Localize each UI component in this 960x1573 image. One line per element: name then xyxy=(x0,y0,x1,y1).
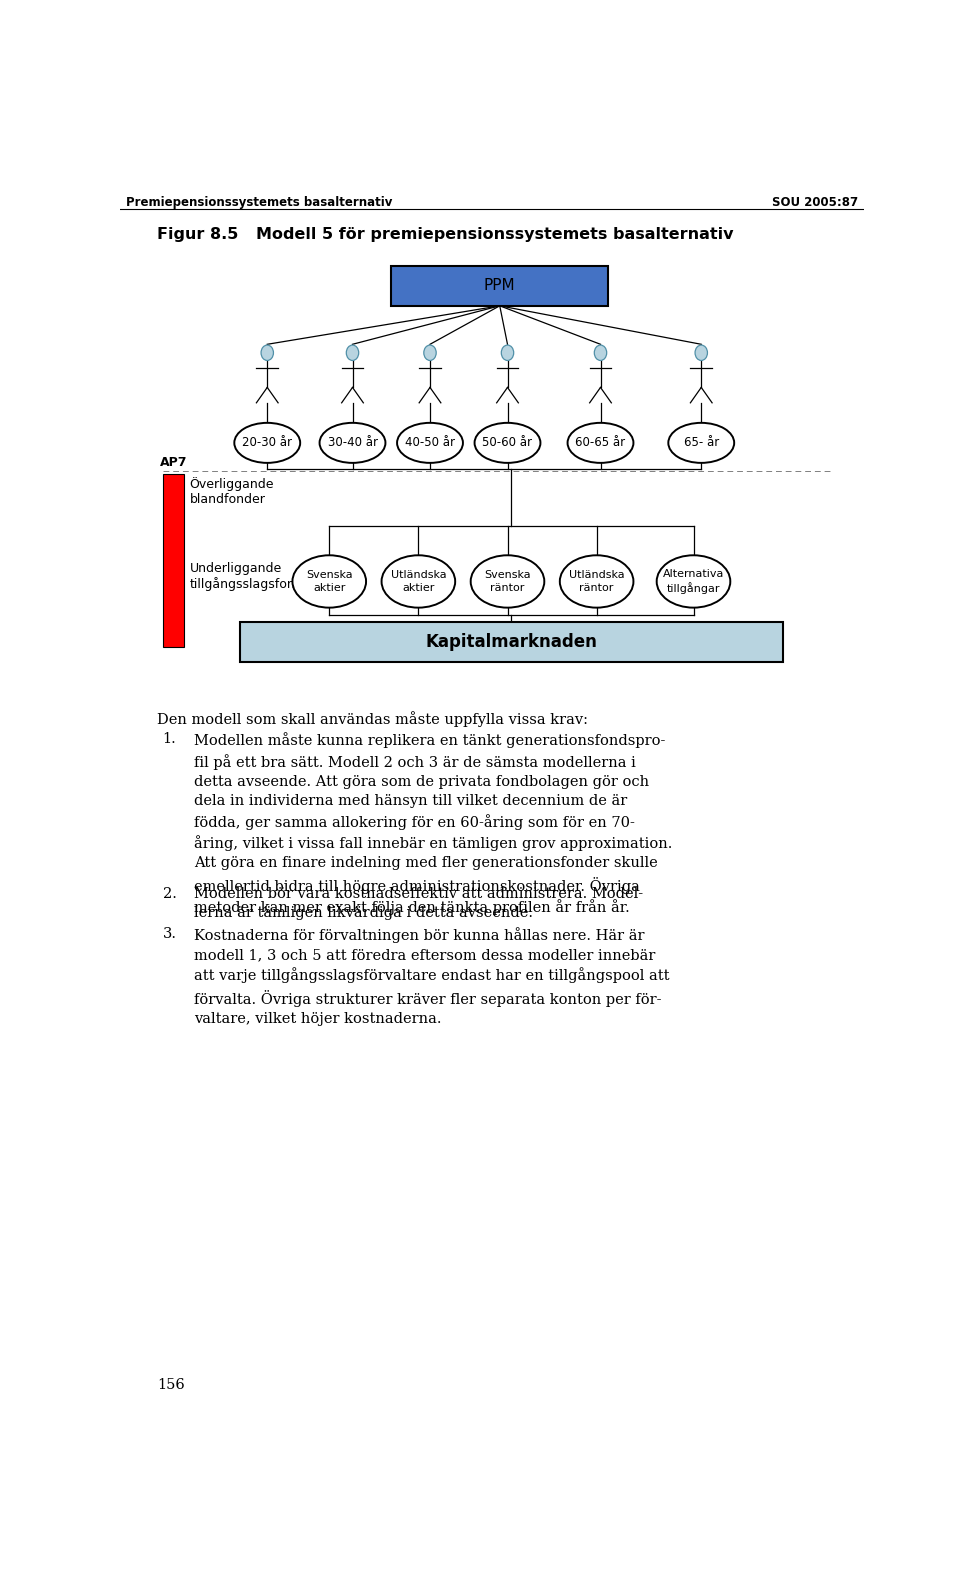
Ellipse shape xyxy=(293,555,366,607)
Ellipse shape xyxy=(234,423,300,462)
Text: 156: 156 xyxy=(157,1378,185,1392)
Ellipse shape xyxy=(474,423,540,462)
Text: SOU 2005:87: SOU 2005:87 xyxy=(772,197,858,209)
Text: Underliggande
tillgångsslagsfonder: Underliggande tillgångsslagsfonder xyxy=(190,562,317,591)
Text: 40-50 år: 40-50 år xyxy=(405,436,455,450)
Ellipse shape xyxy=(261,344,274,360)
Ellipse shape xyxy=(397,423,463,462)
Ellipse shape xyxy=(381,555,455,607)
Ellipse shape xyxy=(560,555,634,607)
Text: 50-60 år: 50-60 år xyxy=(483,436,533,450)
Text: Premiepensionssystemets basalternativ: Premiepensionssystemets basalternativ xyxy=(126,197,393,209)
Ellipse shape xyxy=(594,344,607,360)
Text: 65- år: 65- år xyxy=(684,436,719,450)
FancyBboxPatch shape xyxy=(392,266,609,305)
Text: AP7: AP7 xyxy=(159,456,187,469)
Text: Svenska
aktier: Svenska aktier xyxy=(306,571,352,593)
Text: 2.: 2. xyxy=(162,887,177,901)
Text: Modell 5 för premiepensionssystemets basalternativ: Modell 5 för premiepensionssystemets bas… xyxy=(255,227,733,242)
Ellipse shape xyxy=(320,423,385,462)
Text: Modellen bör vara kostnadseffektiv att administrera. Model-
lerna är tämligen li: Modellen bör vara kostnadseffektiv att a… xyxy=(194,887,643,920)
Text: 20-30 år: 20-30 år xyxy=(242,436,292,450)
Text: Alternativa
tillgångar: Alternativa tillgångar xyxy=(662,569,724,595)
Text: Modellen måste kunna replikera en tänkt generationsfondspro-
fil på ett bra sätt: Modellen måste kunna replikera en tänkt … xyxy=(194,733,672,915)
FancyBboxPatch shape xyxy=(240,621,782,662)
Text: Utländska
aktier: Utländska aktier xyxy=(391,571,446,593)
Text: Kapitalmarknaden: Kapitalmarknaden xyxy=(425,632,597,651)
Text: 30-40 år: 30-40 år xyxy=(327,436,377,450)
Text: Utländska
räntor: Utländska räntor xyxy=(569,571,624,593)
Text: Svenska
räntor: Svenska räntor xyxy=(484,571,531,593)
Ellipse shape xyxy=(501,344,514,360)
Text: Figur 8.5: Figur 8.5 xyxy=(157,227,239,242)
Text: 60-65 år: 60-65 år xyxy=(575,436,626,450)
Ellipse shape xyxy=(695,344,708,360)
Ellipse shape xyxy=(470,555,544,607)
Ellipse shape xyxy=(657,555,731,607)
Ellipse shape xyxy=(668,423,734,462)
Text: Den modell som skall användas måste uppfylla vissa krav:: Den modell som skall användas måste uppf… xyxy=(157,711,588,727)
Text: 1.: 1. xyxy=(162,733,177,747)
Text: Kostnaderna för förvaltningen bör kunna hållas nere. Här är
modell 1, 3 och 5 at: Kostnaderna för förvaltningen bör kunna … xyxy=(194,926,669,1026)
Text: PPM: PPM xyxy=(484,278,516,293)
Text: 3.: 3. xyxy=(162,926,177,941)
FancyBboxPatch shape xyxy=(162,473,184,647)
Text: Överliggande
blandfonder: Överliggande blandfonder xyxy=(190,478,275,507)
Ellipse shape xyxy=(423,344,436,360)
Ellipse shape xyxy=(567,423,634,462)
Ellipse shape xyxy=(347,344,359,360)
